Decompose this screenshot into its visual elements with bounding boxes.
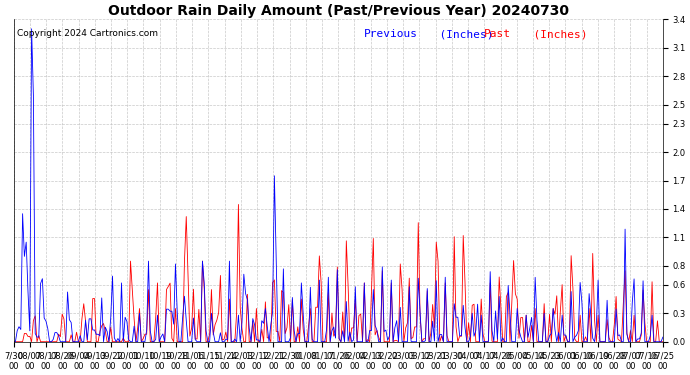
Text: Previous: Previous xyxy=(364,29,418,39)
Title: Outdoor Rain Daily Amount (Past/Previous Year) 20240730: Outdoor Rain Daily Amount (Past/Previous… xyxy=(108,4,569,18)
Text: (Inches): (Inches) xyxy=(426,29,493,39)
Text: Past: Past xyxy=(484,29,511,39)
Text: (Inches): (Inches) xyxy=(520,29,587,39)
Text: Copyright 2024 Cartronics.com: Copyright 2024 Cartronics.com xyxy=(17,29,158,38)
